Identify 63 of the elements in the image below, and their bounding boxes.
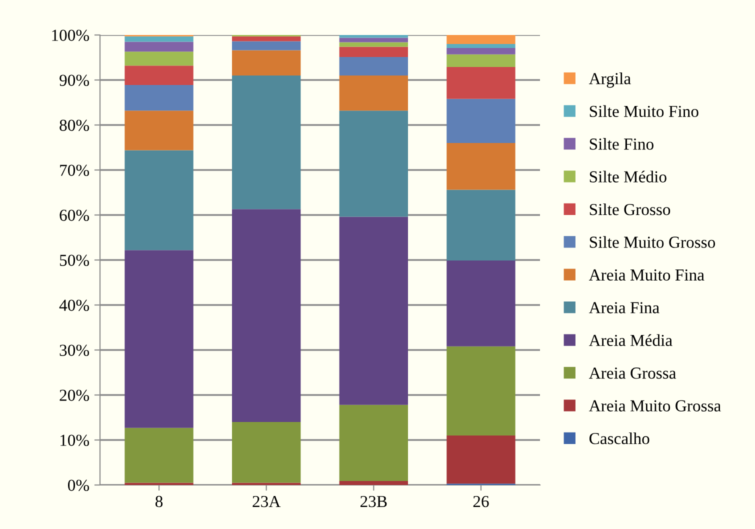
- bar: [124, 84, 194, 111]
- bar: [339, 38, 408, 42]
- x-tick-label: 26: [473, 496, 489, 508]
- y-tick-label: 20%: [60, 390, 90, 401]
- y-tick-label: 100%: [52, 30, 90, 41]
- bar: [446, 98, 516, 143]
- legend-label: Areia Grossa: [588, 368, 676, 379]
- bar: [446, 35, 516, 44]
- bar: [124, 150, 194, 250]
- legend-label: Silte Fino: [590, 138, 654, 150]
- bar: [124, 250, 194, 428]
- bar: [446, 143, 516, 190]
- bar: [446, 66, 516, 99]
- bar: [446, 54, 516, 67]
- bar: [339, 76, 408, 111]
- legend-label: Argila: [588, 72, 631, 88]
- bar: [124, 36, 194, 42]
- bar: [232, 76, 301, 210]
- y-tick-label: 60%: [60, 210, 90, 221]
- legend-label: Silte Grosso: [590, 203, 670, 216]
- bar: [339, 35, 408, 38]
- bar: [232, 422, 301, 483]
- bar: [339, 404, 408, 481]
- bar: [232, 209, 301, 422]
- legend-label: Areia Muito Fina: [588, 269, 704, 281]
- y-tick-label: 40%: [59, 300, 90, 311]
- bar: [446, 260, 516, 346]
- bar: [124, 428, 194, 483]
- bar: [339, 216, 408, 405]
- bar: [124, 66, 194, 85]
- legend-label: Silte Muito Fino: [590, 105, 698, 118]
- bar: [339, 110, 408, 217]
- bar: [232, 36, 301, 42]
- bar: [446, 346, 516, 436]
- legend-label: Silte Médio: [590, 170, 666, 182]
- x-tick-label: 23B: [360, 496, 387, 508]
- y-tick-label: 80%: [60, 120, 90, 131]
- legend-label: Areia Muito Grossa: [588, 400, 721, 412]
- y-tick-label: 10%: [60, 434, 90, 446]
- bar: [339, 480, 408, 485]
- legend-label: Silte Muito Grosso: [590, 236, 716, 248]
- bar: [339, 42, 408, 47]
- bar: [446, 190, 516, 260]
- bar: [232, 41, 301, 50]
- bar: [232, 50, 301, 76]
- x-tick-label: 8: [155, 496, 163, 508]
- y-tick-label: 50%: [60, 254, 90, 266]
- legend-label: Areia Fina: [588, 302, 660, 314]
- bar: [446, 48, 516, 54]
- x-tick-label: 23A: [252, 496, 281, 508]
- bar: [339, 57, 408, 76]
- y-tick-label: 30%: [60, 344, 90, 356]
- legend-label: Areia Média: [588, 334, 672, 346]
- y-tick-label: 0%: [68, 480, 90, 491]
- bar: [446, 436, 516, 484]
- bar: [446, 44, 516, 48]
- bar: [124, 52, 194, 66]
- y-tick-label: 90%: [60, 74, 90, 86]
- bar: [124, 110, 194, 150]
- legend-label: Cascalho: [589, 432, 650, 444]
- bar: [339, 46, 408, 58]
- bar: [124, 42, 194, 52]
- y-tick-label: 70%: [60, 164, 90, 176]
